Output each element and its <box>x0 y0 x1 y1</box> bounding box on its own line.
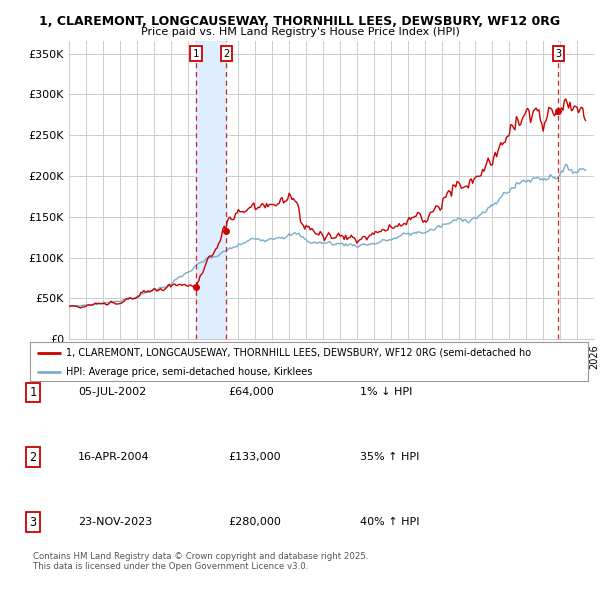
Text: 40% ↑ HPI: 40% ↑ HPI <box>360 517 419 527</box>
Text: Price paid vs. HM Land Registry's House Price Index (HPI): Price paid vs. HM Land Registry's House … <box>140 27 460 37</box>
Text: 16-APR-2004: 16-APR-2004 <box>78 453 149 462</box>
Text: HPI: Average price, semi-detached house, Kirklees: HPI: Average price, semi-detached house,… <box>66 367 313 377</box>
Text: 05-JUL-2002: 05-JUL-2002 <box>78 388 146 397</box>
Text: £133,000: £133,000 <box>228 453 281 462</box>
Text: £280,000: £280,000 <box>228 517 281 527</box>
Text: 1, CLAREMONT, LONGCAUSEWAY, THORNHILL LEES, DEWSBURY, WF12 0RG: 1, CLAREMONT, LONGCAUSEWAY, THORNHILL LE… <box>40 15 560 28</box>
Text: 3: 3 <box>29 516 37 529</box>
Text: £64,000: £64,000 <box>228 388 274 397</box>
Text: 23-NOV-2023: 23-NOV-2023 <box>78 517 152 527</box>
Text: 2: 2 <box>29 451 37 464</box>
Text: 3: 3 <box>556 48 562 58</box>
Text: 1: 1 <box>193 48 199 58</box>
Text: 35% ↑ HPI: 35% ↑ HPI <box>360 453 419 462</box>
Text: 2: 2 <box>223 48 229 58</box>
Text: 1% ↓ HPI: 1% ↓ HPI <box>360 388 412 397</box>
Text: Contains HM Land Registry data © Crown copyright and database right 2025.
This d: Contains HM Land Registry data © Crown c… <box>33 552 368 571</box>
Bar <box>196 41 226 339</box>
Text: 1, CLAREMONT, LONGCAUSEWAY, THORNHILL LEES, DEWSBURY, WF12 0RG (semi-detached ho: 1, CLAREMONT, LONGCAUSEWAY, THORNHILL LE… <box>66 348 532 358</box>
Text: 1: 1 <box>29 386 37 399</box>
